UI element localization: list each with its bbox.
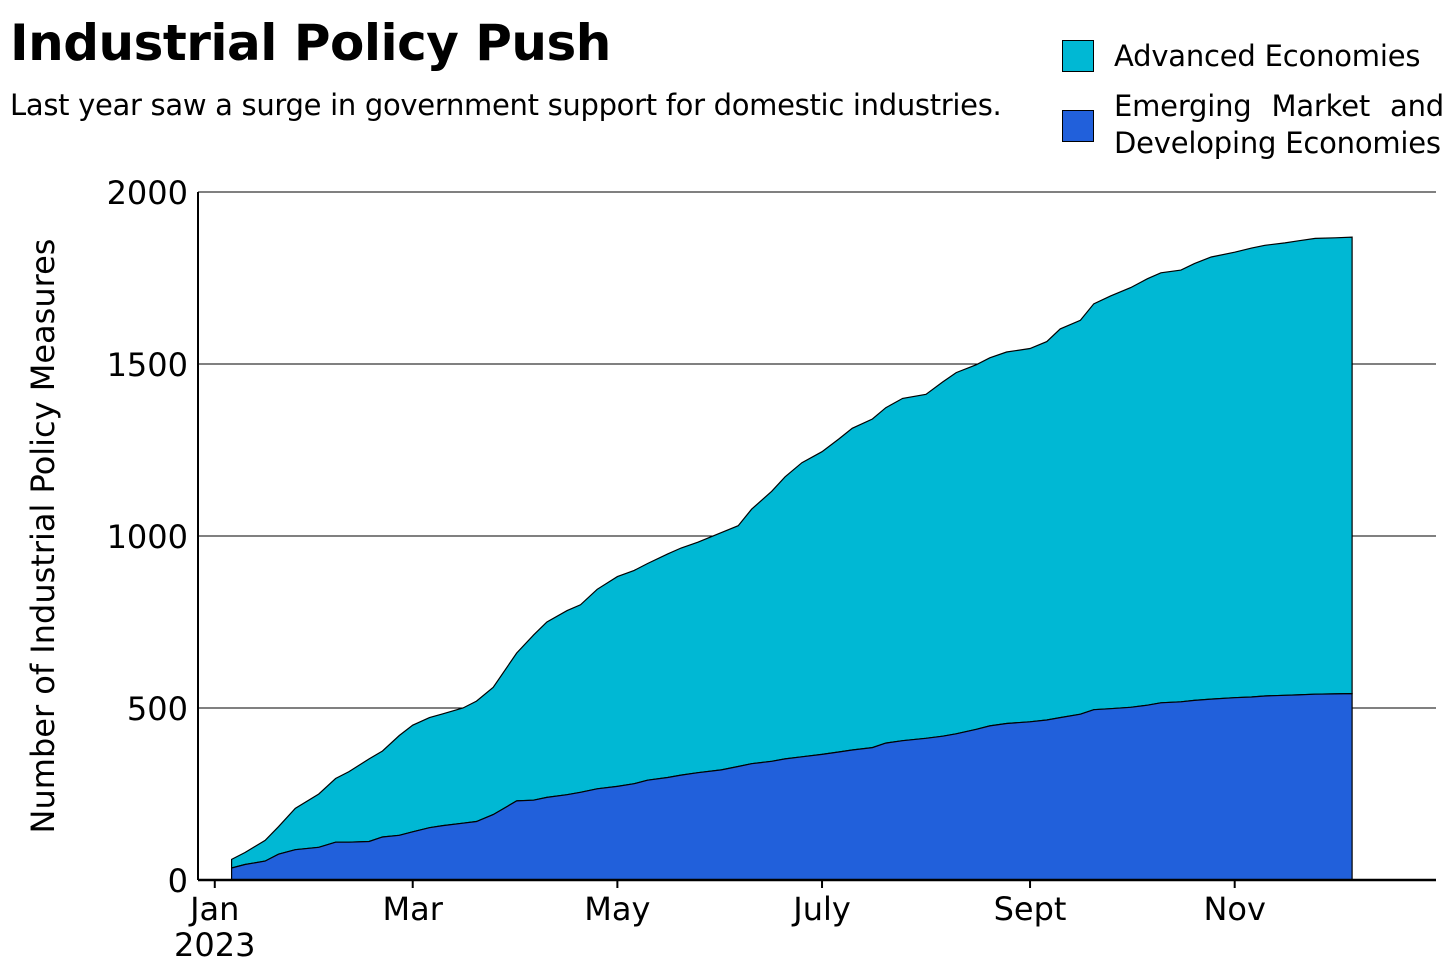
y-axis-title: Number of Industrial Policy Measures <box>24 239 62 834</box>
legend-label-emerging: Emerging Market and Developing Economies <box>1114 89 1444 160</box>
y-tick-500: 500 <box>127 690 188 728</box>
y-tick-2000: 2000 <box>107 174 188 212</box>
x-tick-sept: Sept <box>994 890 1067 928</box>
legend: Advanced Economies Emerging Market and D… <box>1062 38 1452 162</box>
x-tick-july: July <box>791 890 851 928</box>
x-tick-year: 2023 <box>174 926 255 964</box>
x-tick-jan: Jan <box>188 890 239 928</box>
chart-subtitle: Last year saw a surge in government supp… <box>10 88 1002 122</box>
legend-item-emerging: Emerging Market and Developing Economies <box>1062 88 1452 162</box>
axes <box>197 192 1436 882</box>
y-tick-labels: 0 500 1000 1500 2000 <box>107 174 188 900</box>
areas <box>231 236 1353 881</box>
y-tick-0: 0 <box>168 862 188 900</box>
chart-title: Industrial Policy Push <box>10 14 611 72</box>
legend-label-advanced: Advanced Economies <box>1114 39 1421 73</box>
legend-swatch-emerging <box>1062 110 1094 142</box>
legend-swatch-advanced <box>1062 40 1094 72</box>
x-tick-nov: Nov <box>1203 890 1265 928</box>
area-emerging-economies <box>231 692 1353 881</box>
x-tick-may: May <box>584 890 650 928</box>
y-tick-1000: 1000 <box>107 518 188 556</box>
y-tick-1500: 1500 <box>107 346 188 384</box>
x-tick-mar: Mar <box>383 890 444 928</box>
legend-item-advanced: Advanced Economies <box>1062 38 1452 88</box>
